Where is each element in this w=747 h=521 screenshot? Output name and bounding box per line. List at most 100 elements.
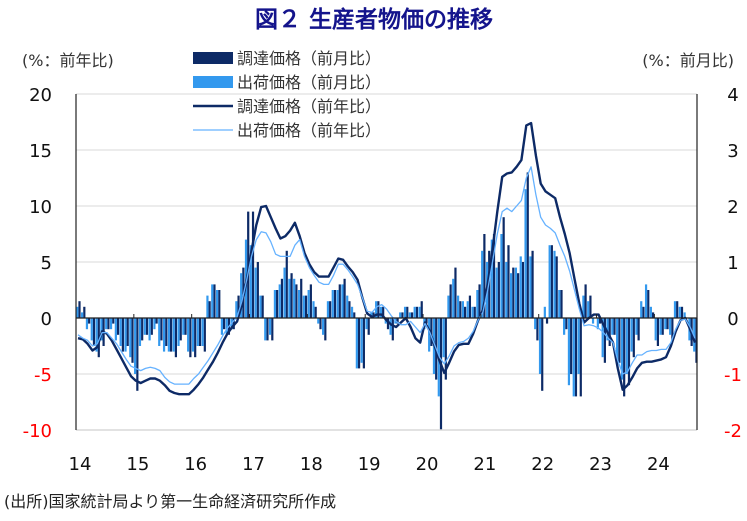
procurement-mom-bar: [285, 250, 288, 318]
shipment-mom-bar: [403, 306, 407, 318]
x-tick-label: 18: [300, 454, 323, 475]
procurement-mom-bar: [155, 318, 158, 324]
procurement-mom-bar: [555, 256, 558, 318]
shipment-mom-bar: [307, 290, 310, 318]
shipment-mom-bar: [693, 318, 696, 352]
shipment-mom-bar: [659, 318, 662, 335]
shipment-mom-bar: [129, 318, 132, 358]
procurement-mom-bar: [603, 318, 606, 363]
shipment-mom-bar: [143, 318, 146, 335]
x-tick-label: 17: [242, 454, 265, 475]
x-tick-label: 14: [69, 454, 92, 475]
shipment-mom-bar: [625, 318, 628, 374]
procurement-mom-bar: [136, 318, 139, 391]
shipment-mom-bar: [235, 301, 238, 318]
procurement-mom-bar: [497, 262, 500, 318]
shipment-mom-bar: [273, 290, 277, 318]
procurement-mom-bar: [608, 318, 611, 346]
shipment-mom-bar: [567, 318, 571, 386]
procurement-mom-bar: [295, 284, 298, 318]
shipment-mom-bar: [191, 318, 195, 352]
shipment-mom-bar: [664, 318, 667, 330]
shipment-mom-bar: [582, 295, 585, 318]
shipment-mom-bar: [558, 290, 561, 318]
procurement-mom-bar: [589, 295, 592, 318]
procurement-mom-bar: [107, 318, 110, 330]
procurement-mom-bar: [425, 318, 428, 324]
shipment-mom-bar: [264, 318, 267, 341]
left-tick-label: 0: [41, 309, 52, 330]
legend: 調達価格（前月比） 出荷価格（前月比） 調達価格（前年比） 出荷価格（前年比）: [193, 49, 381, 140]
shipment-mom-bar: [322, 318, 325, 335]
procurement-mom-bar: [545, 318, 549, 324]
shipment-mom-bar: [360, 318, 363, 363]
shipment-mom-bar: [418, 306, 421, 318]
shipment-mom-bar: [220, 318, 223, 335]
shipment-mom-bar: [196, 318, 199, 346]
legend-swatch: [193, 52, 233, 64]
shipment-mom-bar: [201, 318, 204, 346]
procurement-mom-bar: [444, 318, 447, 380]
procurement-mom-bar: [290, 273, 293, 318]
procurement-mom-bar: [160, 318, 163, 341]
shipment-mom-bar: [100, 318, 103, 341]
legend-label: 出荷価格（前月比）: [237, 73, 381, 92]
procurement-mom-bar: [454, 267, 457, 318]
procurement-mom-bar: [637, 318, 640, 341]
procurement-mom-bar: [314, 306, 317, 318]
procurement-yoy-line: [77, 121, 697, 396]
shipment-mom-bar: [105, 318, 108, 330]
x-tick-label: 23: [589, 454, 612, 475]
shipment-mom-bar: [341, 284, 344, 318]
procurement-mom-bar: [647, 290, 650, 318]
shipment-mom-bar: [336, 290, 339, 318]
shipment-mom-bar: [654, 318, 657, 341]
right-tick-label: 2: [727, 197, 738, 218]
shipment-mom-bar: [635, 318, 638, 335]
gridlines: [76, 93, 697, 431]
shipment-mom-bar: [519, 256, 522, 318]
shipment-mom-bar: [114, 318, 117, 341]
procurement-mom-bar: [112, 318, 115, 324]
procurement-mom-bar: [550, 245, 553, 318]
procurement-mom-bar: [83, 306, 86, 318]
shipment-mom-bar: [447, 295, 450, 318]
procurement-mom-bar: [261, 295, 264, 318]
shipment-mom-bar: [288, 278, 291, 318]
shipment-mom-bar: [678, 306, 681, 318]
shipment-mom-bar: [206, 295, 209, 318]
left-tick-label: 5: [41, 253, 52, 274]
shipment-mom-bar: [563, 318, 566, 335]
procurement-mom-bar: [570, 318, 573, 374]
right-tick-label: 1: [727, 253, 738, 274]
shipment-mom-bar: [109, 318, 113, 330]
procurement-mom-bar: [642, 306, 645, 318]
shipment-mom-bar: [442, 318, 445, 358]
procurement-mom-bar: [223, 318, 226, 330]
procurement-mom-bar: [276, 290, 279, 318]
right-tick-label: -1: [724, 365, 742, 386]
procurement-mom-bar: [150, 318, 153, 335]
procurement-mom-bar: [502, 217, 505, 318]
procurement-mom-bar: [386, 318, 390, 330]
left-tick-label: -5: [34, 365, 52, 386]
left-tick-label: 15: [29, 141, 52, 162]
procurement-mom-bar: [319, 318, 322, 330]
procurement-mom-bar: [165, 318, 168, 346]
left-axis-label: (%：前年比): [22, 51, 114, 70]
procurement-mom-bar: [565, 318, 568, 330]
procurement-mom-bar: [517, 273, 520, 318]
procurement-mom-bar: [218, 290, 221, 318]
shipment-mom-bar: [389, 318, 392, 335]
procurement-mom-bar: [169, 318, 173, 352]
shipment-mom-bar: [90, 318, 93, 341]
shipment-mom-bar: [293, 278, 296, 318]
procurement-mom-bar: [661, 318, 664, 335]
procurement-mom-bar: [666, 318, 669, 330]
procurement-mom-bar: [680, 306, 684, 318]
shipment-mom-bar: [572, 318, 575, 397]
procurement-mom-bar: [88, 318, 91, 324]
procurement-mom-bar: [618, 318, 621, 363]
procurement-mom-bar: [439, 318, 443, 430]
shipment-mom-bar: [365, 318, 368, 330]
